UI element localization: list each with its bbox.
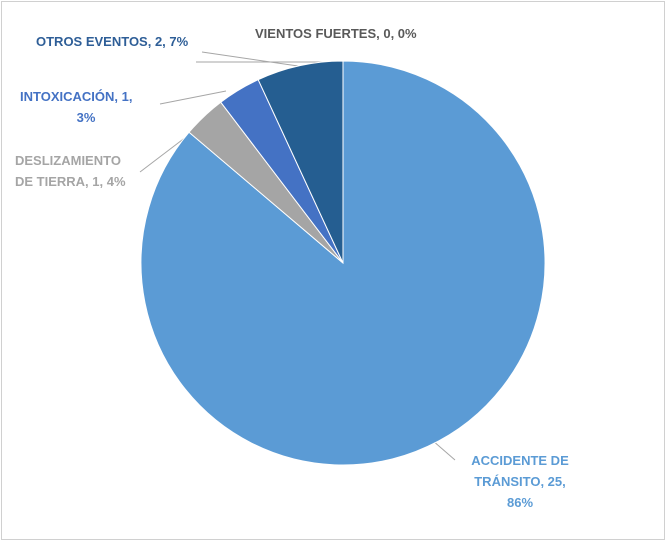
data-label: INTOXICACIÓN, 1,: [20, 89, 132, 104]
data-label: TRÁNSITO, 25,: [474, 474, 566, 489]
data-label: DESLIZAMIENTO: [15, 153, 121, 168]
leader-line: [431, 439, 456, 461]
leader-line: [159, 90, 227, 105]
data-label: DE TIERRA, 1, 4%: [15, 174, 126, 189]
data-label: VIENTOS FUERTES, 0, 0%: [255, 26, 417, 41]
leader-line: [201, 51, 299, 67]
data-label: ACCIDENTE DE: [471, 453, 569, 468]
data-label: 3%: [77, 110, 96, 125]
pie-slices: [140, 60, 546, 466]
data-label: 86%: [507, 495, 533, 510]
data-label: OTROS EVENTOS, 2, 7%: [36, 34, 189, 49]
leader-line: [139, 136, 187, 173]
